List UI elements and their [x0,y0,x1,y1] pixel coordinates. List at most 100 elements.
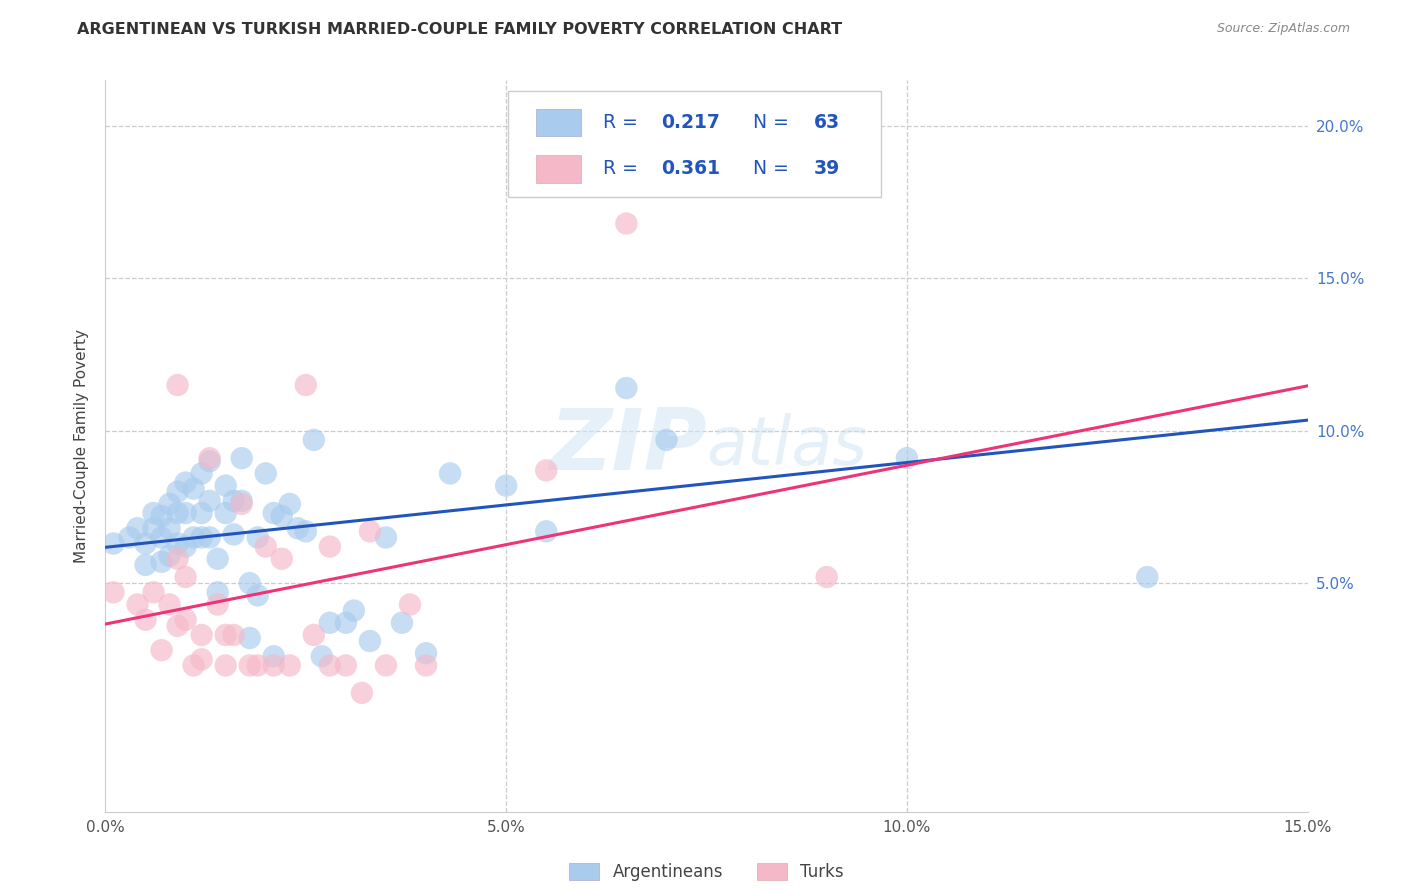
Point [142,506,165,520]
Point [166,484,188,499]
Point [246,588,269,602]
Point [174,613,197,627]
Point [183,658,205,673]
Text: Source: ZipAtlas.com: Source: ZipAtlas.com [1216,22,1350,36]
Point [231,451,253,466]
Text: ZIP: ZIP [548,404,707,488]
Point [150,643,173,657]
Point [214,478,236,492]
Point [239,631,262,645]
Point [150,555,173,569]
Point [159,598,181,612]
Text: N =: N = [741,160,796,178]
Point [335,615,357,630]
Point [815,570,838,584]
Point [150,530,173,544]
Point [166,506,188,520]
Point [103,585,125,599]
Point [239,658,262,673]
Point [263,658,285,673]
Point [190,506,212,520]
FancyBboxPatch shape [536,109,582,136]
Legend: Argentineans, Turks: Argentineans, Turks [562,856,851,888]
Point [207,598,229,612]
Point [263,506,285,520]
Point [118,530,141,544]
Point [534,463,557,477]
Point [174,540,197,554]
Text: 39: 39 [814,160,839,178]
Text: ARGENTINEAN VS TURKISH MARRIED-COUPLE FAMILY POVERTY CORRELATION CHART: ARGENTINEAN VS TURKISH MARRIED-COUPLE FA… [77,22,842,37]
Point [439,467,461,481]
Point [278,658,301,673]
Point [174,506,197,520]
Point [214,628,236,642]
Point [166,619,188,633]
Point [198,451,221,466]
Point [222,527,245,541]
Point [295,378,318,392]
Point [374,530,398,544]
Point [190,628,212,642]
Point [1136,570,1159,584]
Point [534,524,557,539]
Point [263,649,285,664]
Text: 0.217: 0.217 [661,113,720,132]
Point [127,521,149,535]
Point [183,482,205,496]
FancyBboxPatch shape [508,91,880,197]
Point [190,530,212,544]
Point [896,451,918,466]
Y-axis label: Married-Couple Family Poverty: Married-Couple Family Poverty [75,329,90,563]
Point [135,536,157,550]
Point [166,551,188,566]
Point [616,381,638,395]
Point [198,493,221,508]
Point [311,649,333,664]
Point [359,634,381,648]
Point [231,497,253,511]
Point [254,540,277,554]
Point [246,658,269,673]
Point [190,652,212,666]
Point [302,433,325,447]
Point [159,497,181,511]
Point [270,551,292,566]
Point [231,493,253,508]
Point [174,570,197,584]
Point [135,613,157,627]
Point [214,506,236,520]
Point [239,576,262,591]
Point [295,524,318,539]
Point [800,144,823,158]
Point [198,530,221,544]
Point [150,509,173,524]
Point [335,658,357,673]
Point [495,478,517,492]
Point [319,540,342,554]
Point [142,585,165,599]
Point [214,658,236,673]
Point [222,493,245,508]
Point [103,536,125,550]
Text: R =: R = [603,113,644,132]
Point [190,467,212,481]
Point [254,467,277,481]
Point [287,521,309,535]
Point [350,686,373,700]
Point [319,658,342,673]
Point [616,217,638,231]
Point [166,378,188,392]
Point [270,509,292,524]
Text: 63: 63 [814,113,839,132]
Point [174,475,197,490]
Point [159,549,181,563]
Point [246,530,269,544]
Point [399,598,422,612]
Point [302,628,325,642]
FancyBboxPatch shape [536,155,582,183]
Point [166,536,188,550]
Point [198,454,221,468]
Point [183,530,205,544]
Point [319,615,342,630]
